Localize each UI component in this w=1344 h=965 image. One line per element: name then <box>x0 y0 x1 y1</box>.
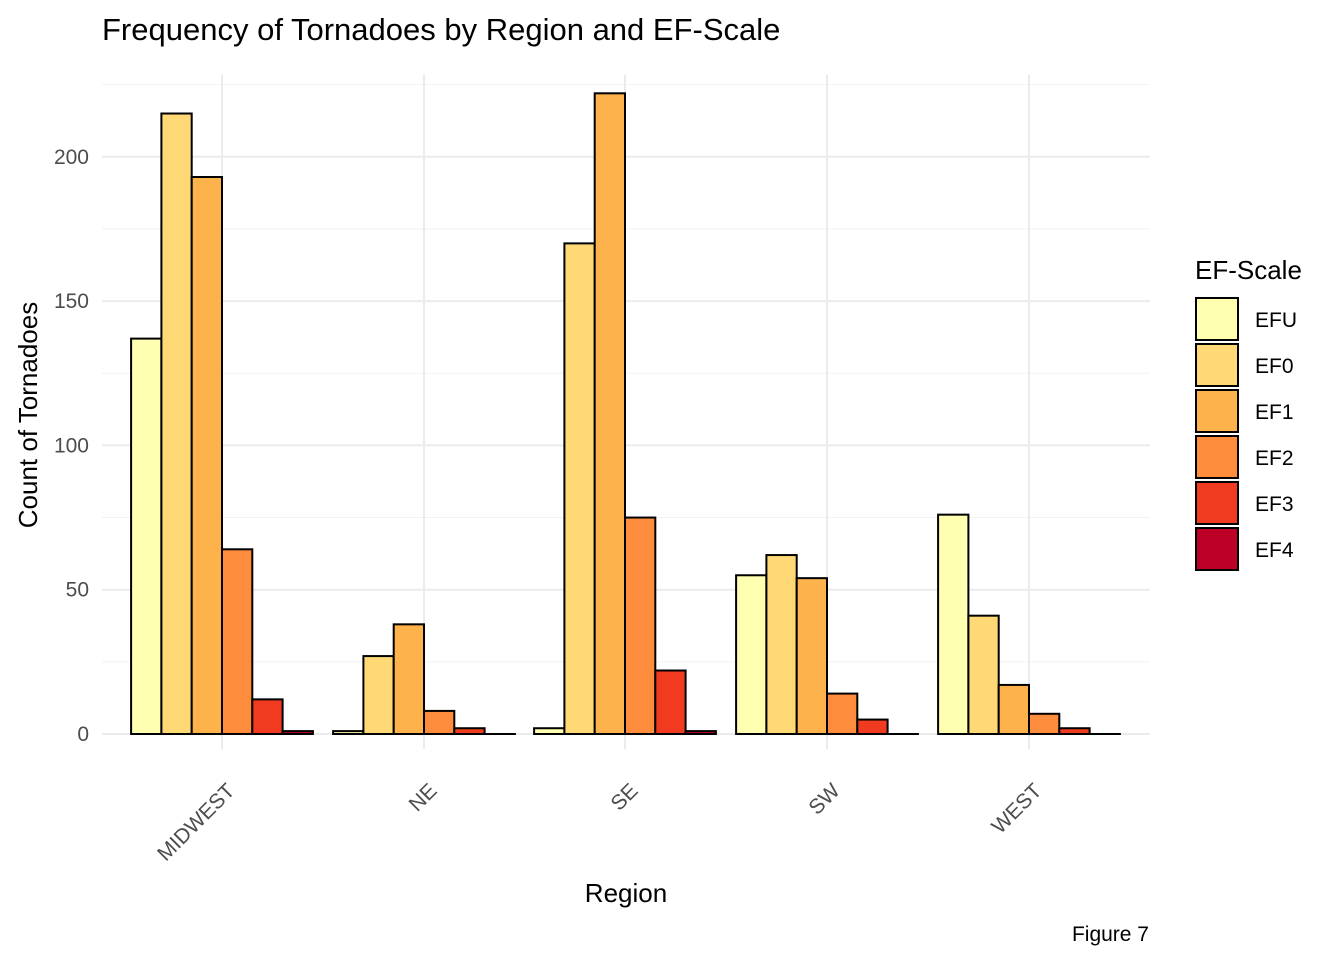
x-tick-label-sw: SW <box>804 779 844 819</box>
bar-ne-ef1 <box>394 624 424 734</box>
bars-layer <box>131 93 1120 734</box>
bar-west-ef2 <box>1029 714 1059 734</box>
legend-key-ef0 <box>1196 344 1238 386</box>
bar-midwest-efu <box>131 339 161 734</box>
legend-key-efu <box>1196 298 1238 340</box>
bar-midwest-ef2 <box>222 549 252 734</box>
x-axis-title: Region <box>585 878 667 908</box>
bar-se-ef4 <box>686 731 716 734</box>
legend-label-ef1: EF1 <box>1255 401 1294 424</box>
bar-west-efu <box>938 515 968 734</box>
bar-west-ef3 <box>1059 728 1089 734</box>
bar-ne-ef0 <box>363 656 393 734</box>
legend-label-ef0: EF0 <box>1255 355 1294 378</box>
legend-key-ef4 <box>1196 528 1238 570</box>
y-tick-label: 150 <box>54 290 89 313</box>
legend-key-ef2 <box>1196 436 1238 478</box>
bar-midwest-ef1 <box>192 177 222 734</box>
bar-west-ef1 <box>999 685 1029 734</box>
bar-midwest-ef0 <box>161 114 191 734</box>
legend-label-ef2: EF2 <box>1255 447 1294 470</box>
figure-caption: Figure 7 <box>1072 923 1149 946</box>
x-tick-label-ne: NE <box>405 779 442 816</box>
bar-sw-ef2 <box>827 694 857 734</box>
bar-se-ef3 <box>655 671 685 734</box>
bar-sw-ef0 <box>766 555 796 734</box>
bar-sw-efu <box>736 575 766 734</box>
bar-ne-ef2 <box>424 711 454 734</box>
bar-sw-ef1 <box>797 578 827 734</box>
y-tick-labels: 0 50 100 150 200 <box>54 146 89 746</box>
x-tick-labels: MIDWEST NE SE SW WEST <box>153 779 1046 866</box>
y-tick-label: 0 <box>77 723 89 746</box>
x-tick-label-west: WEST <box>987 779 1046 838</box>
y-tick-label: 200 <box>54 146 89 169</box>
bar-se-efu <box>534 728 564 734</box>
bar-se-ef1 <box>595 93 625 734</box>
legend-key-ef3 <box>1196 482 1238 524</box>
y-tick-label: 50 <box>66 579 89 602</box>
legend-title: EF-Scale <box>1195 255 1302 285</box>
x-tick-label-se: SE <box>606 779 642 815</box>
legend-key-ef1 <box>1196 390 1238 432</box>
legend-label-ef4: EF4 <box>1255 539 1294 562</box>
bar-se-ef2 <box>625 518 655 734</box>
y-tick-label: 100 <box>54 434 89 457</box>
bar-midwest-ef4 <box>283 731 313 734</box>
x-tick-label-midwest: MIDWEST <box>153 779 239 865</box>
y-axis-title: Count of Tornadoes <box>13 302 43 528</box>
legend-label-efu: EFU <box>1255 309 1297 332</box>
bar-ne-efu <box>333 731 363 734</box>
legend: EFU EF0 EF1 EF2 EF3 EF4 <box>1196 298 1297 570</box>
legend-label-ef3: EF3 <box>1255 493 1294 516</box>
chart-title: Frequency of Tornadoes by Region and EF-… <box>102 12 780 47</box>
bar-midwest-ef3 <box>252 699 282 734</box>
bar-west-ef0 <box>968 616 998 734</box>
bar-se-ef0 <box>564 243 594 734</box>
bar-sw-ef3 <box>857 720 887 734</box>
bar-ne-ef3 <box>454 728 484 734</box>
